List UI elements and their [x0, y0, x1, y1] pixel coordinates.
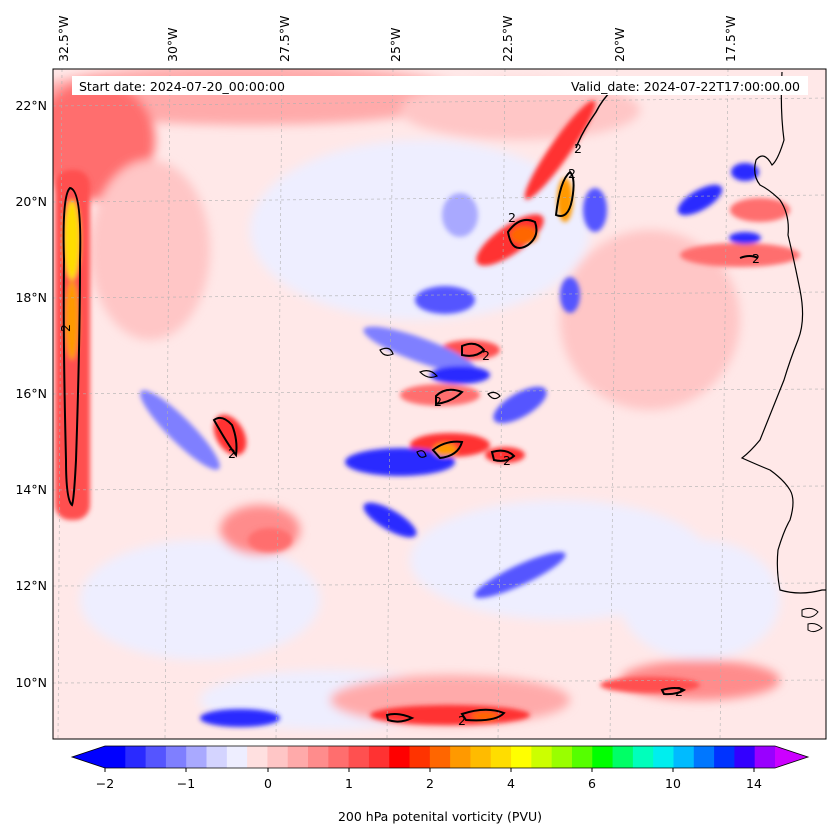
- colorbar-segment: [226, 746, 248, 768]
- colorbar-segment: [571, 746, 593, 768]
- colorbar-tick-label: 14: [746, 776, 762, 791]
- graticule: [53, 69, 826, 739]
- latitude-labels: 22°N 20°N 18°N 16°N 14°N 12°N 10°N: [15, 98, 47, 690]
- colorbar-segments: [105, 746, 776, 768]
- map-field: 2 2 2 2 2 2 2 2 2 2 2: [53, 69, 826, 739]
- colorbar-tick-label: 6: [588, 776, 596, 791]
- pv2-contours: [62, 89, 759, 723]
- colorbar-segment: [206, 746, 228, 768]
- lon-label: 32.5°W: [56, 16, 71, 62]
- longitude-labels: 32.5°W 30°W 27.5°W 25°W 22.5°W 20°W 17.5…: [56, 16, 738, 62]
- colorbar-segment: [247, 746, 269, 768]
- colorbar-segment: [186, 746, 208, 768]
- lat-label: 14°N: [15, 482, 47, 497]
- map-frame: [52, 68, 827, 740]
- valid-date-text: Valid_date: 2024-07-22T17:00:00.00: [571, 79, 800, 94]
- colorbar-segment: [389, 746, 411, 768]
- colorbar-segment: [531, 746, 553, 768]
- colorbar-tick-labels: −2 −1 0 1 2 4 6 10 14: [96, 776, 762, 791]
- contour-label: 2: [58, 324, 73, 332]
- lon-label: 25°W: [388, 27, 403, 62]
- colorbar-segment: [267, 746, 289, 768]
- lon-label: 27.5°W: [277, 16, 292, 62]
- contour-labels: 2 2 2 2 2 2 2 2 2 2 2: [58, 141, 760, 728]
- colorbar-tick-label: 4: [507, 776, 515, 791]
- lon-label: 17.5°W: [723, 16, 738, 62]
- coastline: [740, 71, 826, 594]
- lat-label: 20°N: [15, 194, 47, 209]
- colorbar-segment: [105, 746, 126, 768]
- lat-label: 18°N: [15, 290, 47, 305]
- colorbar-segment: [734, 746, 756, 768]
- colorbar-segment: [490, 746, 512, 768]
- colorbar-tick-label: 0: [264, 776, 272, 791]
- lat-label: 12°N: [15, 578, 47, 593]
- colorbar-segment: [632, 746, 654, 768]
- colorbar-tick-label: 10: [665, 776, 681, 791]
- lat-label: 16°N: [15, 386, 47, 401]
- contour-label: 2: [568, 166, 576, 181]
- contour-label: 2: [503, 453, 511, 468]
- colorbar-segment: [165, 746, 187, 768]
- colorbar-tick-label: 1: [345, 776, 353, 791]
- colorbar-segment: [328, 746, 350, 768]
- start-date-text: Start date: 2024-07-20_00:00:00: [79, 79, 285, 94]
- lon-label: 22.5°W: [500, 16, 515, 62]
- contour-label: 2: [752, 251, 760, 266]
- contour-label: 2: [458, 713, 466, 728]
- contour-label: 2: [574, 141, 582, 156]
- colorbar-segment: [368, 746, 390, 768]
- colorbar-segment: [653, 746, 675, 768]
- coastline-islands: [801, 607, 823, 633]
- colorbar-segment: [754, 746, 776, 768]
- contour-label: 2: [675, 684, 683, 699]
- colorbar-segment: [308, 746, 329, 768]
- colorbar-segment: [693, 746, 715, 768]
- colorbar-over-arrow: [775, 746, 808, 768]
- colorbar-segment: [125, 746, 147, 768]
- lat-label: 10°N: [15, 675, 47, 690]
- contour-label: 2: [508, 210, 516, 225]
- contour-label: 2: [228, 446, 236, 461]
- colorbar-segment: [409, 746, 431, 768]
- colorbar-segment: [470, 746, 492, 768]
- colorbar-segment: [612, 746, 634, 768]
- colorbar-segment: [145, 746, 167, 768]
- colorbar-segment: [348, 746, 370, 768]
- colorbar-tick-label: −1: [177, 776, 195, 791]
- contour-label: 2: [434, 394, 442, 409]
- colorbar-segment: [429, 746, 451, 768]
- colorbar-tick-label: 2: [426, 776, 434, 791]
- colorbar: −2 −1 0 1 2 4 6 10 14 200 hPa potenital …: [70, 745, 810, 824]
- colorbar-segment: [287, 746, 309, 768]
- contour-label: 2: [482, 348, 490, 363]
- colorbar-segment: [592, 746, 614, 768]
- colorbar-segment: [673, 746, 695, 768]
- colorbar-tick-label: −2: [96, 776, 114, 791]
- colorbar-segment: [450, 746, 472, 768]
- colorbar-segment: [714, 746, 735, 768]
- colorbar-under-arrow: [72, 746, 105, 768]
- colorbar-ticks: [104, 768, 755, 772]
- colorbar-segment: [511, 746, 532, 768]
- lon-label: 20°W: [612, 27, 627, 62]
- lat-label: 22°N: [15, 98, 47, 113]
- lon-label: 30°W: [165, 27, 180, 62]
- colorbar-segment: [551, 746, 573, 768]
- header-box: Start date: 2024-07-20_00:00:00 Valid_da…: [72, 76, 808, 95]
- colorbar-label: 200 hPa potenital vorticity (PVU): [338, 809, 542, 824]
